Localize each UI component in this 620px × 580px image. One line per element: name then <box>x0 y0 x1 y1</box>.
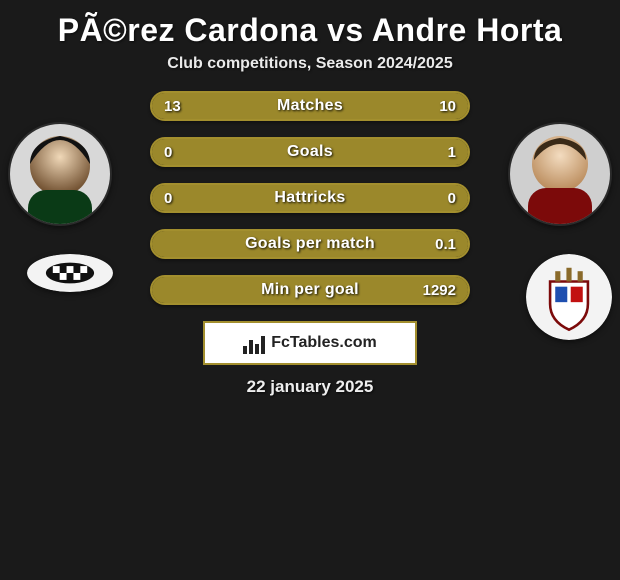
stat-label: Matches <box>152 93 468 119</box>
stat-label: Goals <box>152 139 468 165</box>
stat-value-left: 0 <box>152 139 184 165</box>
stat-value-right: 10 <box>427 93 468 119</box>
brand-badge[interactable]: FcTables.com <box>203 321 417 365</box>
stat-value-left: 0 <box>152 185 184 211</box>
stat-value-left: 13 <box>152 93 193 119</box>
stat-value-right: 1 <box>436 139 468 165</box>
stat-value-right: 1292 <box>411 277 468 303</box>
stat-value-right: 0.1 <box>423 231 468 257</box>
stat-value-left <box>152 277 176 303</box>
stat-value-right: 0 <box>436 185 468 211</box>
stat-row: Hattricks0 0 <box>150 183 470 213</box>
stat-label: Goals per match <box>152 231 468 257</box>
bar-chart-icon <box>243 332 265 354</box>
stat-row: Min per goal1292 <box>150 275 470 305</box>
stat-row: Goals0 1 <box>150 137 470 167</box>
snapshot-date: 22 january 2025 <box>0 377 620 397</box>
page-title: PÃ©rez Cardona vs Andre Horta <box>0 8 620 55</box>
stat-row: Matches13 10 <box>150 91 470 121</box>
stat-row: Goals per match0.1 <box>150 229 470 259</box>
brand-text: FcTables.com <box>271 334 377 352</box>
page-subtitle: Club competitions, Season 2024/2025 <box>0 55 620 91</box>
stat-label: Hattricks <box>152 185 468 211</box>
stat-value-left <box>152 231 176 257</box>
stats-bars: Matches1310Goals01Hattricks00Goals per m… <box>150 91 470 305</box>
